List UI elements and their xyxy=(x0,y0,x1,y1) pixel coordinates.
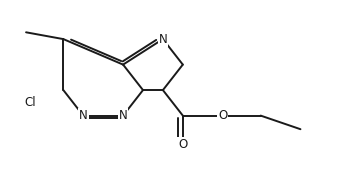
Text: N: N xyxy=(119,109,127,122)
Text: N: N xyxy=(159,33,167,46)
Text: Cl: Cl xyxy=(25,96,36,108)
Text: O: O xyxy=(218,109,227,122)
Text: N: N xyxy=(79,109,88,122)
Text: O: O xyxy=(178,138,188,151)
